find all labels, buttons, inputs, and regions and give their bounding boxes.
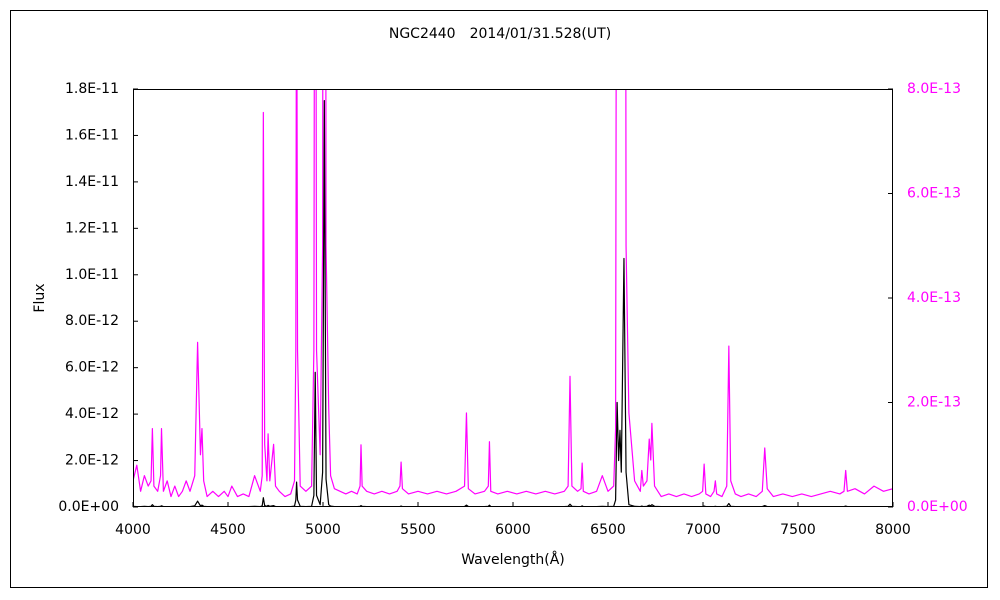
y-axis-label: Flux [32, 283, 48, 312]
y-tick-label: 2.0E-12 [65, 453, 119, 469]
x-tick-label: 7500 [780, 522, 816, 538]
spectrum-line [133, 100, 893, 507]
plot-area [133, 89, 893, 507]
y2-tick-label: 0.0E+00 [907, 499, 968, 515]
x-tick-label: 6000 [495, 522, 531, 538]
chart-frame [10, 10, 988, 588]
chart-title: NGC2440 2014/01/31.528(UT) [389, 26, 611, 42]
y-tick-label: 1.4E-11 [65, 174, 119, 190]
x-tick-label: 5000 [305, 522, 341, 538]
y-tick-label: 1.8E-11 [65, 81, 119, 97]
y-tick-label: 8.0E-12 [65, 313, 119, 329]
x-tick-label: 4000 [115, 522, 151, 538]
y-tick-label: 1.6E-11 [65, 127, 119, 143]
y-tick-label: 4.0E-12 [65, 406, 119, 422]
x-tick-label: 6500 [590, 522, 626, 538]
y2-tick-label: 4.0E-13 [907, 290, 961, 306]
x-axis-label: Wavelength(Å) [461, 551, 565, 568]
x-tick-label: 8000 [875, 522, 911, 538]
y2-tick-label: 2.0E-13 [907, 395, 961, 411]
y-tick-label: 1.2E-11 [65, 220, 119, 236]
y-tick-label: 1.0E-11 [65, 267, 119, 283]
x-tick-label: 7000 [685, 522, 721, 538]
y-tick-label: 6.0E-12 [65, 360, 119, 376]
y2-tick-label: 6.0E-13 [907, 186, 961, 202]
y2-tick-label: 8.0E-13 [907, 81, 961, 97]
plot-frame [133, 89, 893, 507]
x-tick-label: 4500 [210, 522, 246, 538]
spectrum-line [133, 89, 893, 498]
x-tick-label: 5500 [400, 522, 436, 538]
y-tick-label: 0.0E+00 [58, 499, 119, 515]
